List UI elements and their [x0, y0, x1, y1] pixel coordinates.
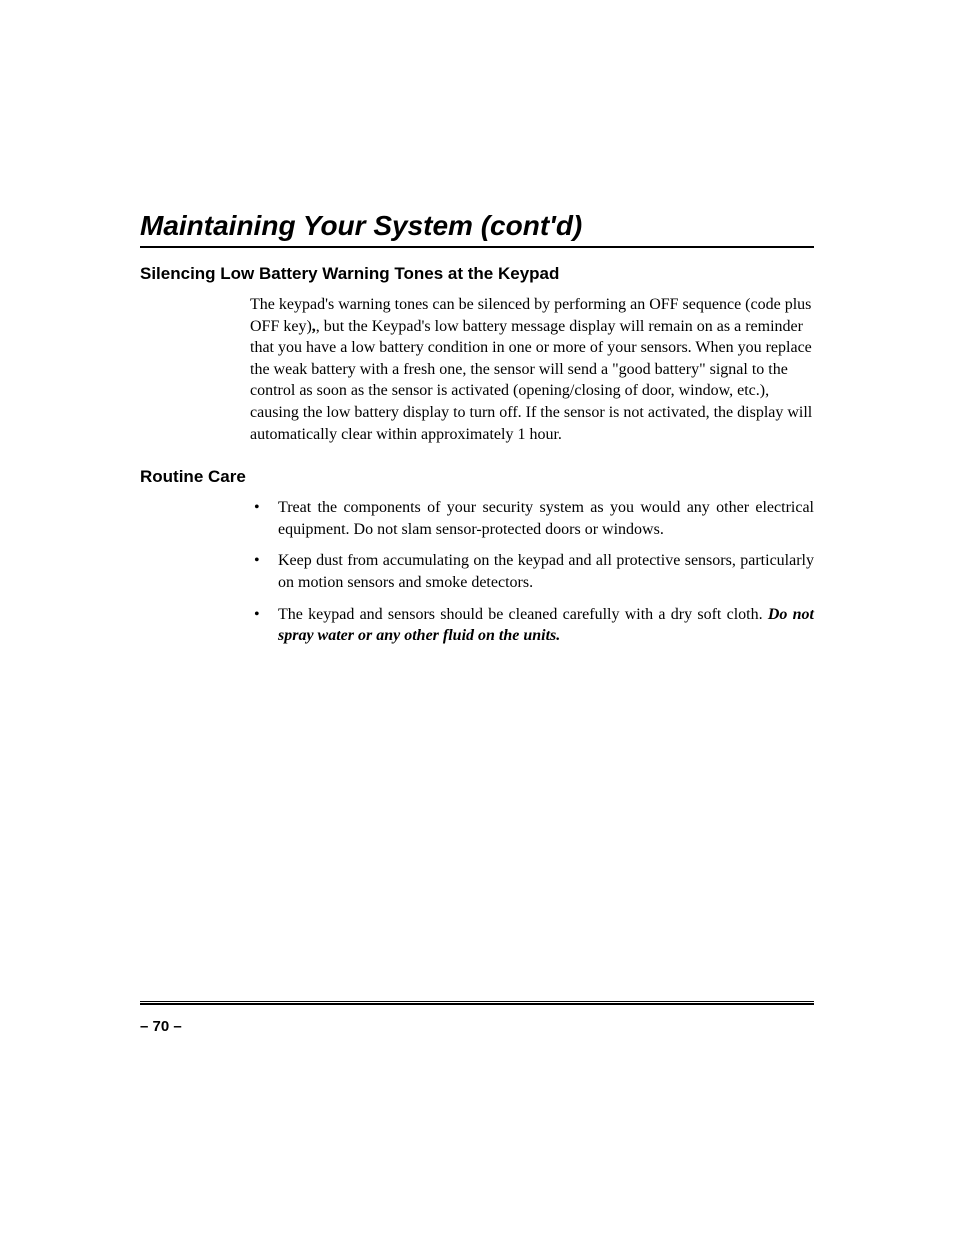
paragraph: The keypad's warning tones can be silenc…: [250, 294, 814, 445]
routine-care-list: Treat the components of your security sy…: [250, 497, 814, 647]
list-item: Treat the components of your security sy…: [250, 497, 814, 540]
list-item: The keypad and sensors should be cleaned…: [250, 604, 814, 647]
list-item-text: The keypad and sensors should be cleaned…: [278, 606, 768, 623]
section-heading-routine-care: Routine Care: [140, 467, 814, 487]
title-rule: [140, 246, 814, 248]
page-number: – 70 –: [140, 1018, 182, 1035]
document-page: Maintaining Your System (cont'd) Silenci…: [0, 0, 954, 1235]
list-item: Keep dust from accumulating on the keypa…: [250, 550, 814, 593]
section-body-silencing: The keypad's warning tones can be silenc…: [250, 294, 814, 445]
footer-rule: [140, 1001, 814, 1005]
page-title: Maintaining Your System (cont'd): [140, 210, 814, 242]
paragraph-part-b: , but the Keypad's low battery message d…: [250, 318, 812, 443]
section-heading-silencing: Silencing Low Battery Warning Tones at t…: [140, 264, 814, 284]
